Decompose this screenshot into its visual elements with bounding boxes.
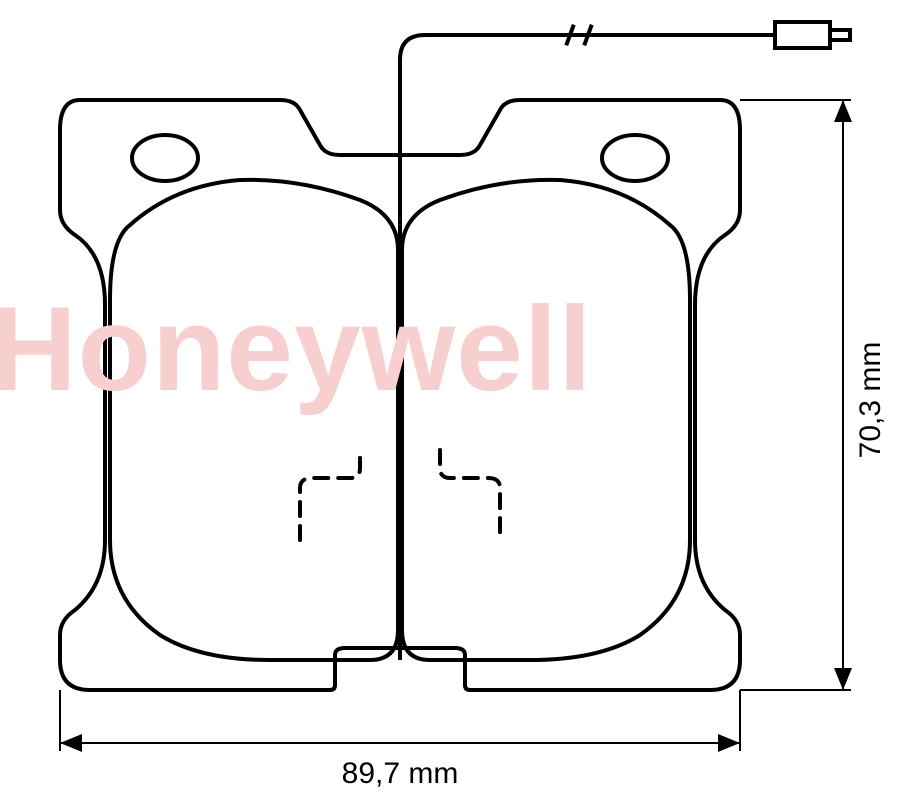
mounting-hole-right — [602, 135, 668, 181]
dimension-height-label: 70,3 mm — [854, 342, 887, 459]
wear-sensor-connector — [775, 22, 850, 48]
dimension-width-label: 89,7 mm — [342, 757, 459, 790]
dimension-width: 89,7 mm — [60, 690, 740, 790]
wear-sensor-wire — [400, 35, 775, 195]
brake-pad-diagram: 89,7 mm 70,3 mm — [0, 0, 900, 795]
mounting-hole-left — [132, 135, 198, 181]
dimension-height: 70,3 mm — [740, 100, 887, 690]
